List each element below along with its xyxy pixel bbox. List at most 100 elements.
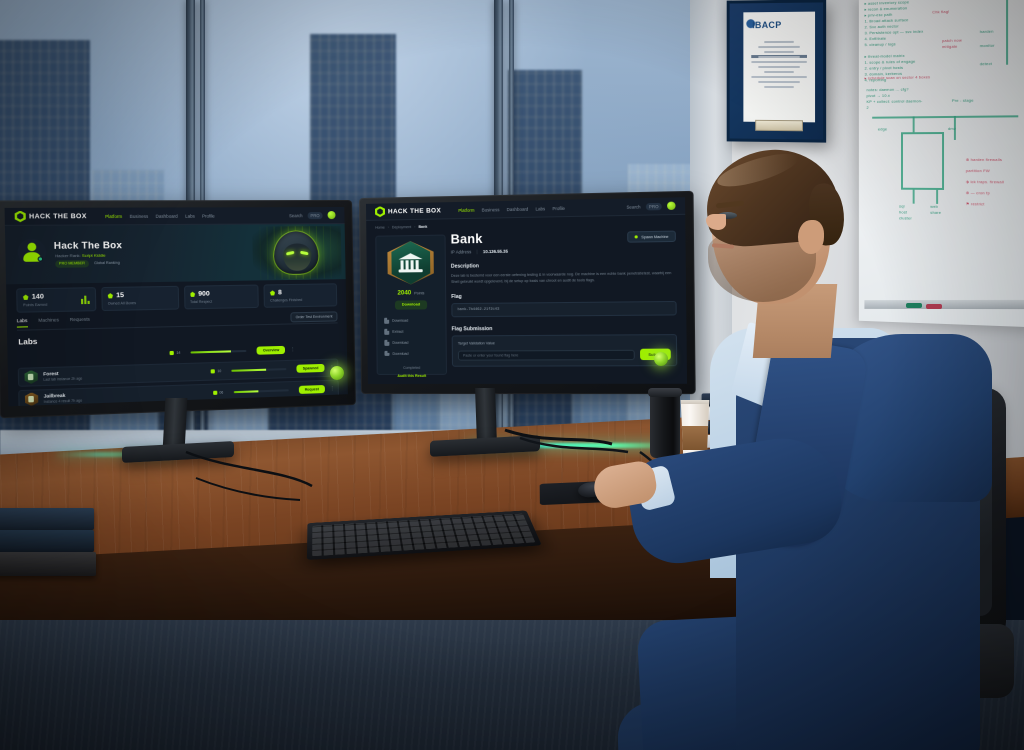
lab-progress-bar xyxy=(231,367,287,373)
whiteboard-label: edge xyxy=(877,126,888,132)
audit-result-link[interactable]: Audit this Result xyxy=(397,373,427,378)
ip-value[interactable]: 10.136.55.35 xyxy=(482,248,508,255)
tab-requests[interactable]: Requests xyxy=(69,316,90,323)
user-avatar-icon xyxy=(22,242,43,262)
nav-item-business[interactable]: Business xyxy=(481,206,500,213)
download-label: Download xyxy=(392,340,409,345)
machine-points: 2040 Points xyxy=(397,289,424,296)
status-square-icon xyxy=(169,350,174,356)
status-square-icon xyxy=(212,390,217,395)
nav-item-platform[interactable]: Platform xyxy=(105,213,123,219)
stat-label: Owned All Boxes xyxy=(107,301,137,306)
list-item[interactable]: Download xyxy=(381,337,441,348)
lab-action-button[interactable]: Spawned xyxy=(296,363,325,374)
whiteboard-label: harden xyxy=(979,28,994,35)
stat-card-owned: 15 Owned All Boxes xyxy=(100,285,179,312)
file-icon xyxy=(384,318,390,324)
download-button[interactable]: Download xyxy=(394,300,428,310)
certificate-paper: IBACP xyxy=(743,11,816,123)
list-item[interactable]: Extract xyxy=(381,326,441,337)
book xyxy=(0,552,96,576)
nav-item-business[interactable]: Business xyxy=(129,213,149,219)
book-stack xyxy=(0,508,100,592)
profile-tabs: Labs Machines Requests Order Test Enviro… xyxy=(16,311,338,331)
nav-item-profile[interactable]: Profile xyxy=(202,212,215,219)
flag-icon xyxy=(108,293,113,298)
global-ranking-chip[interactable]: Global Ranking xyxy=(93,261,120,266)
avatar[interactable] xyxy=(327,211,336,220)
medal-icon xyxy=(270,290,275,295)
htb-brand-text: HACK THE BOX xyxy=(28,212,87,221)
order-test-environment-button[interactable]: Order Test Environment xyxy=(290,311,338,323)
lab-meta: Instance 4 result 7h ago xyxy=(43,398,83,405)
stat-label: Challenges Finished xyxy=(270,297,303,303)
book xyxy=(0,508,94,530)
lab-action-button[interactable]: Overview xyxy=(256,345,286,356)
whiteboard-notes: ▸ asset inventory scope ▸ recon & enumera… xyxy=(864,0,924,48)
htb-nav-right: Search PRO xyxy=(289,211,336,220)
nav-item-labs[interactable]: Labs xyxy=(185,213,195,219)
stat-label: Points Earned xyxy=(23,302,48,308)
htb-logo[interactable]: HACK THE BOX xyxy=(15,210,87,222)
hex-lock-icon xyxy=(25,392,38,406)
list-item[interactable]: Download xyxy=(381,348,441,359)
download-label: Download xyxy=(392,351,409,356)
book xyxy=(0,530,94,552)
search-label[interactable]: Search xyxy=(289,212,303,218)
breadcrumb-current: Bank xyxy=(418,224,428,229)
htb-logo[interactable]: HACK THE BOX xyxy=(375,205,441,217)
machine-sidebar: 2040 Points Download Download Extract xyxy=(375,234,448,378)
breadcrumb: Home › Deployment › Bank xyxy=(375,224,428,230)
more-options-icon[interactable]: ⋮ xyxy=(290,346,296,353)
stat-value: 140 xyxy=(31,293,44,301)
black-tumbler[interactable] xyxy=(648,388,682,458)
whiteboard-notes: notes: daemon ... cfg? pivot → 10.x KP + c… xyxy=(866,86,923,110)
person-nose xyxy=(706,214,726,230)
right-monitor-stand-neck xyxy=(475,388,497,444)
ip-label: IP Address xyxy=(450,249,472,255)
htb-brand-text: HACK THE BOX xyxy=(387,206,442,215)
green-marker[interactable] xyxy=(906,303,922,308)
mascot-eye-icon xyxy=(286,250,295,256)
download-label: Extract xyxy=(392,329,404,334)
whiteboard-highlight: ▸ schedule scan on sector 4 boxes xyxy=(864,74,931,81)
list-item[interactable]: Download xyxy=(381,315,441,326)
rank-value: Script Kiddie xyxy=(81,252,106,259)
pro-member-chip: PRO MEMBER xyxy=(55,260,89,268)
profile-hero-banner: Hack The Box Hacker Rank: Script Kiddie … xyxy=(4,224,346,285)
bank-building-icon xyxy=(398,253,422,272)
profile-avatar[interactable] xyxy=(17,238,47,267)
right-monitor-power-led[interactable] xyxy=(654,352,668,366)
htb-profile-page: HACK THE BOX Platform Business Dashboard… xyxy=(4,207,348,407)
stat-value: 900 xyxy=(198,290,210,298)
left-monitor-stand-neck xyxy=(162,398,188,450)
more-options-icon[interactable]: ⋮ xyxy=(329,385,335,392)
status-square-icon xyxy=(210,369,215,374)
tab-machines[interactable]: Machines xyxy=(38,317,59,323)
certificate-org: IBACP xyxy=(752,19,782,31)
pro-badge: PRO xyxy=(307,211,323,219)
lab-count: 10 xyxy=(217,369,222,374)
under-desk-led-strip xyxy=(56,452,176,457)
person-ear xyxy=(798,220,824,254)
nav-item-labs[interactable]: Labs xyxy=(535,205,546,212)
left-monitor-screen[interactable]: HACK THE BOX Platform Business Dashboard… xyxy=(4,207,348,407)
lab-action-button[interactable]: Request xyxy=(298,384,325,395)
profile-stats-row: 140 Points Earned 15 Owned All Boxes 900… xyxy=(16,283,338,313)
whiteboard-highlight: Chk flag! xyxy=(932,8,950,15)
nav-item-platform[interactable]: Platform xyxy=(458,207,475,213)
nav-item-dashboard[interactable]: Dashboard xyxy=(155,213,178,219)
left-monitor-power-led[interactable] xyxy=(330,366,344,380)
tab-labs[interactable]: Labs xyxy=(16,317,28,328)
breadcrumb-deployment[interactable]: Deployment xyxy=(391,225,412,230)
breadcrumb-home[interactable]: Home xyxy=(375,225,385,230)
framed-certificate: IBACP xyxy=(726,0,827,143)
profile-rank: Hacker Rank: Script Kiddie xyxy=(55,253,106,259)
nav-item-dashboard[interactable]: Dashboard xyxy=(506,206,529,212)
cloud-icon xyxy=(384,339,390,346)
htb-top-navigation: HACK THE BOX Platform Business Dashboard… xyxy=(4,207,345,226)
bank-machine-badge-icon xyxy=(387,241,434,285)
red-marker[interactable] xyxy=(926,304,942,309)
stat-card-challenges: 8 Challenges Finished xyxy=(263,283,338,308)
